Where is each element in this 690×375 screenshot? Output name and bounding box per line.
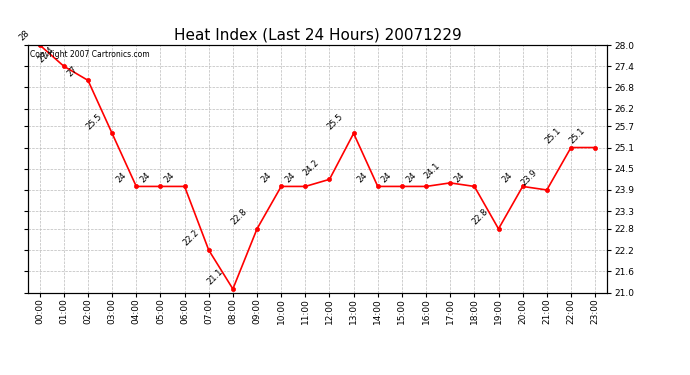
Text: 21.1: 21.1 — [205, 267, 224, 287]
Text: 27.4: 27.4 — [36, 45, 55, 64]
Text: 28: 28 — [17, 29, 31, 43]
Text: 24.1: 24.1 — [422, 161, 442, 181]
Text: 23.9: 23.9 — [519, 168, 538, 188]
Text: 24: 24 — [404, 171, 417, 184]
Text: 22.2: 22.2 — [181, 228, 200, 248]
Text: 24: 24 — [114, 171, 128, 184]
Text: 25.5: 25.5 — [84, 112, 103, 131]
Text: 24: 24 — [259, 171, 273, 184]
Text: 24: 24 — [452, 171, 466, 184]
Text: 24: 24 — [162, 171, 176, 184]
Text: 27: 27 — [66, 64, 79, 78]
Text: 24: 24 — [355, 171, 369, 184]
Text: 24: 24 — [283, 171, 297, 184]
Text: 24: 24 — [138, 171, 152, 184]
Text: 24: 24 — [500, 171, 514, 184]
Text: 25.1: 25.1 — [567, 126, 586, 146]
Text: 24: 24 — [380, 171, 393, 184]
Text: Copyright 2007 Cartronics.com: Copyright 2007 Cartronics.com — [30, 50, 150, 59]
Text: 24.2: 24.2 — [302, 158, 321, 177]
Text: 22.8: 22.8 — [229, 207, 248, 227]
Text: 22.8: 22.8 — [471, 207, 490, 227]
Text: 25.1: 25.1 — [543, 126, 562, 146]
Title: Heat Index (Last 24 Hours) 20071229: Heat Index (Last 24 Hours) 20071229 — [173, 27, 462, 42]
Text: 25.5: 25.5 — [326, 112, 345, 131]
